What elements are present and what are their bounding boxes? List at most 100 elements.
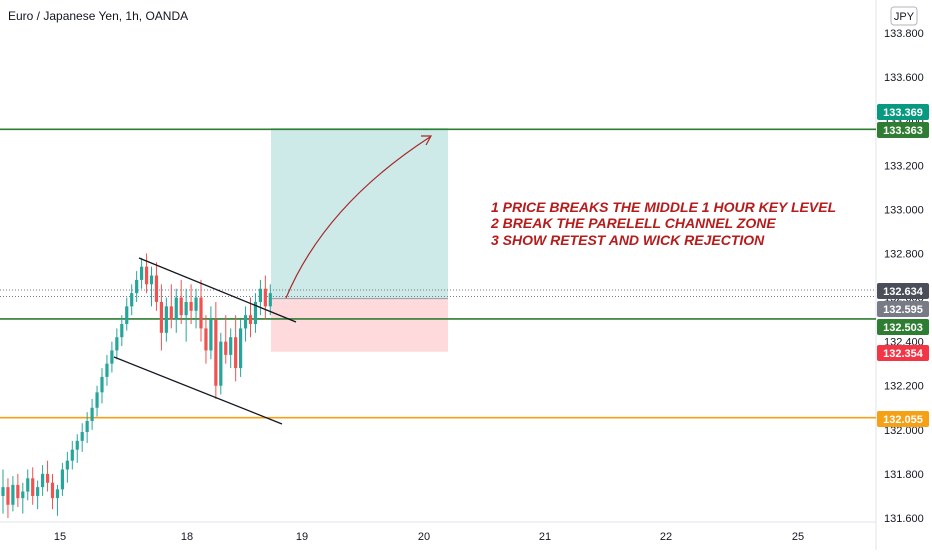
price-badge-bg xyxy=(877,283,929,299)
candle xyxy=(189,284,193,324)
candle xyxy=(194,288,198,329)
candle xyxy=(115,328,119,360)
candle xyxy=(164,297,168,342)
candle xyxy=(140,257,144,289)
candle-body xyxy=(189,301,193,311)
candle-body xyxy=(45,473,50,483)
price-badge: 133.363 xyxy=(877,122,929,138)
symbol-title[interactable]: Euro / Japanese Yen, 1h, OANDA xyxy=(8,9,188,23)
price-badge-label: 132.595 xyxy=(883,304,923,316)
candle xyxy=(6,478,10,518)
candle xyxy=(21,482,25,514)
candle xyxy=(258,279,262,316)
candle xyxy=(263,275,267,320)
candle-body xyxy=(224,341,228,355)
price-badge-bg xyxy=(877,104,929,120)
candle xyxy=(90,398,94,430)
price-tick-label: 133.200 xyxy=(884,160,924,172)
candle xyxy=(229,328,233,369)
candle-body xyxy=(75,440,79,450)
time-tick-label: 18 xyxy=(181,531,193,543)
time-tick-label: 22 xyxy=(660,531,672,543)
candle-body xyxy=(164,306,168,333)
price-badge-label: 132.503 xyxy=(883,322,923,334)
candle-body xyxy=(16,484,20,499)
candle-body xyxy=(26,478,30,492)
candle xyxy=(268,284,272,316)
candle-body xyxy=(95,392,99,408)
candle-body xyxy=(174,297,178,320)
candle xyxy=(209,306,213,360)
candle-body xyxy=(253,301,258,324)
candle xyxy=(31,467,35,505)
candle xyxy=(159,284,163,351)
price-badge-bg xyxy=(877,411,929,427)
price-axis[interactable]: 133.800133.600133.400133.200133.000132.8… xyxy=(884,28,924,525)
candle xyxy=(65,451,69,483)
candle xyxy=(149,266,154,307)
candle-body xyxy=(179,297,183,316)
candle-body xyxy=(50,482,55,499)
candle xyxy=(130,284,134,316)
candle xyxy=(45,460,50,492)
candle-body xyxy=(214,319,218,386)
candle-body xyxy=(149,275,154,285)
price-tick-label: 131.600 xyxy=(884,513,924,525)
candle xyxy=(144,253,149,294)
candle-body xyxy=(130,293,134,307)
candle-body xyxy=(115,337,119,351)
candle-body xyxy=(11,484,15,505)
candle-body xyxy=(169,306,173,320)
long-position-loss-zone[interactable] xyxy=(271,298,448,352)
candle xyxy=(50,473,55,510)
candle xyxy=(16,473,20,507)
currency-button[interactable] xyxy=(890,6,918,26)
time-tick-label: 19 xyxy=(296,531,308,543)
time-tick-label: 15 xyxy=(54,531,66,543)
time-axis[interactable]: 15 18 19 20 21 22 25 xyxy=(54,531,804,543)
candle xyxy=(169,284,173,329)
candle xyxy=(26,469,30,501)
price-badge: 132.055 xyxy=(877,411,929,427)
price-badge-label: 133.369 xyxy=(883,107,923,119)
candle-body xyxy=(199,297,203,329)
candle xyxy=(219,332,223,395)
candle-body xyxy=(90,407,94,421)
candle-body xyxy=(21,491,25,499)
candle xyxy=(41,465,45,496)
projection-arrow[interactable] xyxy=(285,136,431,299)
annotation-line-2[interactable]: 2 BREAK THE PARELELL CHANNEL ZONE xyxy=(490,215,776,231)
long-position-profit-zone[interactable] xyxy=(271,128,448,299)
price-badge: 133.369 xyxy=(877,104,929,120)
candle xyxy=(248,297,253,338)
candle-body xyxy=(194,297,198,311)
channel-upper-line[interactable] xyxy=(138,257,297,323)
time-tick-label: 20 xyxy=(418,531,430,543)
candle xyxy=(70,440,74,470)
candle xyxy=(11,476,15,512)
candle-body xyxy=(31,478,35,496)
price-badge-label: 132.354 xyxy=(883,348,924,360)
candle xyxy=(80,423,84,452)
price-badge: 132.354 xyxy=(877,345,929,361)
candle xyxy=(214,301,218,399)
candle-body xyxy=(70,449,74,461)
candle-body xyxy=(263,288,267,307)
candle-body xyxy=(80,432,84,441)
annotation-line-1[interactable]: 1 PRICE BREAKS THE MIDDLE 1 HOUR KEY LEV… xyxy=(491,199,836,215)
horizontal-levels xyxy=(0,128,876,419)
candle-body xyxy=(204,328,208,351)
candle-body xyxy=(159,301,163,333)
channel-lower-line[interactable] xyxy=(113,356,283,425)
candle xyxy=(36,480,40,510)
price-tick-label: 132.000 xyxy=(884,425,924,437)
candle xyxy=(125,297,129,331)
price-badge-bg xyxy=(877,122,929,138)
price-badge-label: 133.363 xyxy=(883,125,923,137)
candle xyxy=(120,315,124,347)
candle xyxy=(60,462,64,496)
annotation-line-3[interactable]: 3 SHOW RETEST AND WICK REJECTION xyxy=(491,232,765,248)
candle xyxy=(243,306,248,342)
